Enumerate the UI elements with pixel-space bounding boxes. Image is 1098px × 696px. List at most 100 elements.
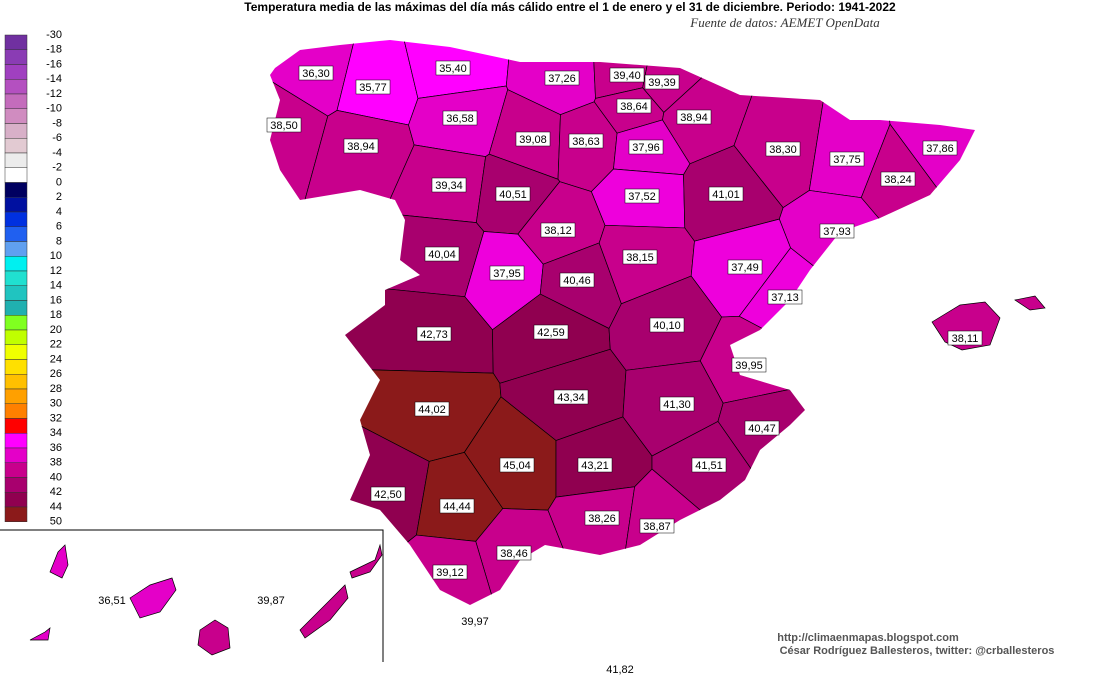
legend-label: 42 (50, 486, 62, 498)
label-box (628, 139, 664, 155)
label-box (568, 133, 604, 149)
legend-swatch (4, 492, 28, 508)
label-box (533, 324, 569, 340)
legend-swatch (4, 374, 28, 390)
legend-label: 10 (50, 250, 62, 262)
label-box (442, 110, 478, 126)
peninsula (270, 40, 975, 605)
label-box (731, 357, 767, 373)
legend-swatch (4, 344, 28, 360)
label-box (370, 486, 406, 502)
legend-swatch (4, 270, 28, 286)
legend-swatch (4, 433, 28, 449)
province-value: 39,12 (436, 567, 464, 579)
province-value: 42,73 (420, 329, 448, 341)
legend-swatch (4, 138, 28, 154)
label-box (829, 151, 865, 167)
legend-swatch (4, 123, 28, 139)
legend-label: -12 (46, 88, 62, 100)
legend-swatch (4, 285, 28, 301)
legend-label: 26 (50, 368, 62, 380)
legend-label: 30 (50, 398, 62, 410)
legend-swatch (4, 197, 28, 213)
province-value: 37,86 (926, 143, 954, 155)
label-box (767, 289, 803, 305)
province-value: 37,26 (548, 73, 576, 85)
legend-label: 50 (50, 516, 62, 528)
label-box (424, 246, 460, 262)
legend-label: -6 (52, 132, 62, 144)
label-box (708, 186, 744, 202)
province-value: 36,30 (302, 68, 330, 80)
legend-label: 20 (50, 324, 62, 336)
legend-swatch (4, 93, 28, 109)
label-box (727, 259, 763, 275)
legend-label: 44 (50, 501, 62, 513)
province-value: 40,47 (748, 423, 776, 435)
credit-author: César Rodríguez Ballesteros, twitter: @c… (780, 645, 1055, 657)
label-box (880, 171, 916, 187)
province-value: 39,39 (648, 77, 676, 89)
legend-label: -30 (46, 29, 62, 41)
island (349, 543, 383, 579)
legend-label: 16 (50, 294, 62, 306)
province-value: 40,51 (499, 189, 527, 201)
legend-label: 40 (50, 471, 62, 483)
label-box (624, 188, 660, 204)
label-box (499, 457, 535, 473)
province-value: 37,75 (833, 154, 861, 166)
province-value: 37,93 (823, 226, 851, 238)
legend-label: 6 (56, 221, 62, 233)
legend-label: -4 (52, 147, 62, 159)
city-value: 39,97 (461, 616, 489, 628)
legend-label: -2 (52, 162, 62, 174)
label-box (584, 510, 620, 526)
label-box (922, 140, 958, 156)
province-value: 41,30 (663, 399, 691, 411)
province (717, 376, 975, 605)
legend-label: 12 (50, 265, 62, 277)
province (611, 468, 854, 605)
province-value: 37,52 (628, 191, 656, 203)
province (336, 40, 419, 126)
legend-label: -18 (46, 44, 62, 56)
province-value: 35,77 (359, 82, 387, 94)
island (1014, 295, 1046, 311)
legend-swatch (4, 477, 28, 493)
legend-swatch (4, 256, 28, 272)
legend-swatch (4, 403, 28, 419)
legend-swatch (4, 226, 28, 242)
label-box (659, 396, 695, 412)
province-value: 41,51 (695, 460, 723, 472)
label-box (496, 545, 532, 561)
legend-swatch (4, 300, 28, 316)
label-box (609, 67, 645, 83)
province-value: 37,13 (771, 292, 799, 304)
province-value: 40,10 (653, 320, 681, 332)
label-box (577, 457, 613, 473)
label-box (416, 326, 452, 342)
province-value: 40,46 (563, 275, 591, 287)
label-box (744, 420, 780, 436)
province-value: 45,04 (503, 460, 531, 472)
province-value: 38,64 (620, 101, 648, 113)
label-box (649, 317, 685, 333)
province-value: 38,94 (347, 141, 375, 153)
province-value: 38,30 (769, 144, 797, 156)
label-box (266, 117, 302, 133)
province-value: 37,49 (731, 262, 759, 274)
credit-url: http://climaenmapas.blogspot.com (777, 632, 959, 644)
label-box (644, 74, 680, 90)
legend-swatch (4, 241, 28, 257)
legend-swatch (4, 49, 28, 65)
province-value: 38,26 (588, 513, 616, 525)
island (299, 584, 349, 639)
province-value: 38,87 (643, 521, 671, 533)
legend-label: 38 (50, 457, 62, 469)
legend-swatch (4, 211, 28, 227)
legend-swatch (4, 462, 28, 478)
province-value: 39,08 (519, 134, 547, 146)
province-value: 39,40 (613, 70, 641, 82)
province-value: 36,58 (446, 113, 474, 125)
